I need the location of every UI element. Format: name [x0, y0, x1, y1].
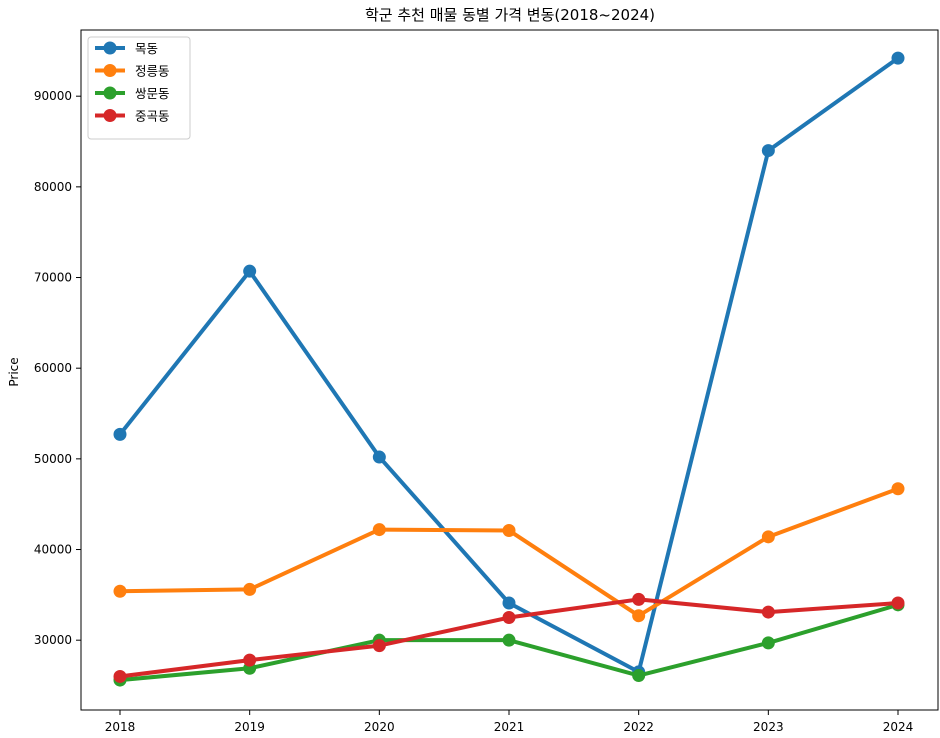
- y-tick-label: 80000: [34, 180, 72, 194]
- data-point: [891, 596, 905, 610]
- legend-item: 쌍문동: [95, 86, 170, 101]
- data-point: [761, 530, 775, 544]
- legend-marker: [103, 64, 117, 77]
- y-tick-label: 90000: [34, 89, 72, 103]
- data-point: [632, 592, 646, 606]
- data-point: [761, 605, 775, 619]
- series-2: [113, 482, 905, 623]
- data-point: [243, 264, 257, 278]
- data-point: [502, 633, 516, 647]
- legend-label: 쌍문동: [135, 86, 170, 101]
- data-point: [502, 523, 516, 537]
- series-1: [113, 51, 905, 679]
- series-line: [118, 56, 900, 674]
- chart-title: 학군 추천 매물 동별 가격 변동(2018~2024): [365, 6, 655, 24]
- data-point: [243, 653, 257, 667]
- x-axis: 2018 2019 2020 2021 2022 2023 2024: [105, 710, 914, 734]
- y-tick-label: 30000: [34, 633, 72, 647]
- data-point: [113, 584, 127, 598]
- data-point: [113, 669, 127, 683]
- y-tick-label: 50000: [34, 452, 72, 466]
- data-point: [502, 596, 516, 610]
- data-point: [891, 51, 905, 65]
- legend-item: 중곡동: [95, 109, 170, 124]
- data-point: [372, 523, 386, 537]
- x-tick-label: 2023: [753, 720, 784, 734]
- series-4: [113, 592, 905, 683]
- x-tick-label: 2022: [623, 720, 654, 734]
- data-point: [372, 639, 386, 653]
- legend-marker: [103, 86, 117, 100]
- data-point: [243, 582, 257, 596]
- data-point: [632, 669, 646, 683]
- legend-label: 정릉동: [135, 64, 170, 79]
- x-tick-label: 2021: [494, 720, 525, 734]
- data-point: [761, 636, 775, 650]
- legend-marker: [103, 41, 117, 55]
- data-point: [761, 144, 775, 158]
- y-tick-label: 40000: [34, 543, 72, 557]
- y-tick-label: 60000: [34, 361, 72, 375]
- legend-label: 중곡동: [135, 109, 170, 124]
- legend-item: 목동: [95, 41, 158, 56]
- x-tick-label: 2020: [364, 720, 395, 734]
- legend-item: 정릉동: [95, 64, 170, 79]
- x-tick-label: 2019: [234, 720, 265, 734]
- y-axis-title: Price: [7, 357, 21, 386]
- y-tick-label: 70000: [34, 271, 72, 285]
- legend-marker: [103, 109, 117, 122]
- series-layer: [113, 51, 905, 687]
- data-point: [113, 427, 127, 441]
- data-point: [891, 482, 905, 496]
- y-axis: 30000 40000 50000 60000 70000 80000 90000: [34, 89, 81, 647]
- data-point: [632, 609, 646, 623]
- legend-label: 목동: [135, 41, 158, 56]
- data-point: [372, 450, 386, 464]
- x-tick-label: 2018: [105, 720, 136, 734]
- x-tick-label: 2024: [883, 720, 914, 734]
- data-point: [502, 611, 516, 625]
